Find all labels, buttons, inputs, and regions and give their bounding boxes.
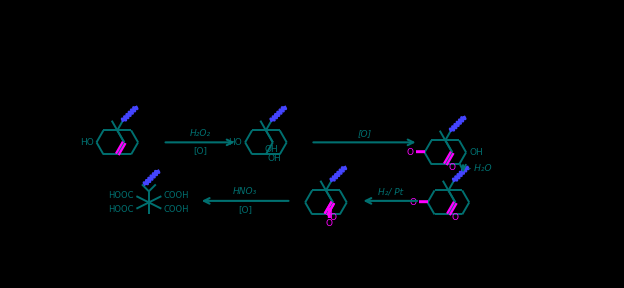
Text: [O]: [O]: [193, 146, 207, 155]
Text: HOOC: HOOC: [109, 191, 134, 200]
Text: HNO₃: HNO₃: [233, 187, 257, 196]
Text: H₂/ Pt: H₂/ Pt: [378, 187, 403, 196]
Text: O: O: [326, 219, 333, 228]
Text: HOOC: HOOC: [109, 205, 134, 214]
Text: O: O: [407, 148, 414, 157]
Text: - H₂O: - H₂O: [467, 164, 491, 173]
Text: HO: HO: [228, 138, 242, 147]
Text: [O]: [O]: [358, 129, 371, 138]
Text: COOH: COOH: [163, 191, 189, 200]
Text: OH: OH: [265, 145, 278, 154]
Text: HO: HO: [80, 138, 94, 147]
Text: H₂O₂: H₂O₂: [190, 129, 211, 138]
Text: O: O: [449, 163, 456, 172]
Text: OH: OH: [268, 154, 281, 163]
Text: OH: OH: [469, 148, 483, 157]
Text: COOH: COOH: [163, 205, 189, 214]
Text: O: O: [452, 213, 459, 222]
Text: [O]: [O]: [238, 205, 252, 214]
Text: O: O: [410, 198, 417, 207]
Text: O: O: [329, 213, 336, 222]
